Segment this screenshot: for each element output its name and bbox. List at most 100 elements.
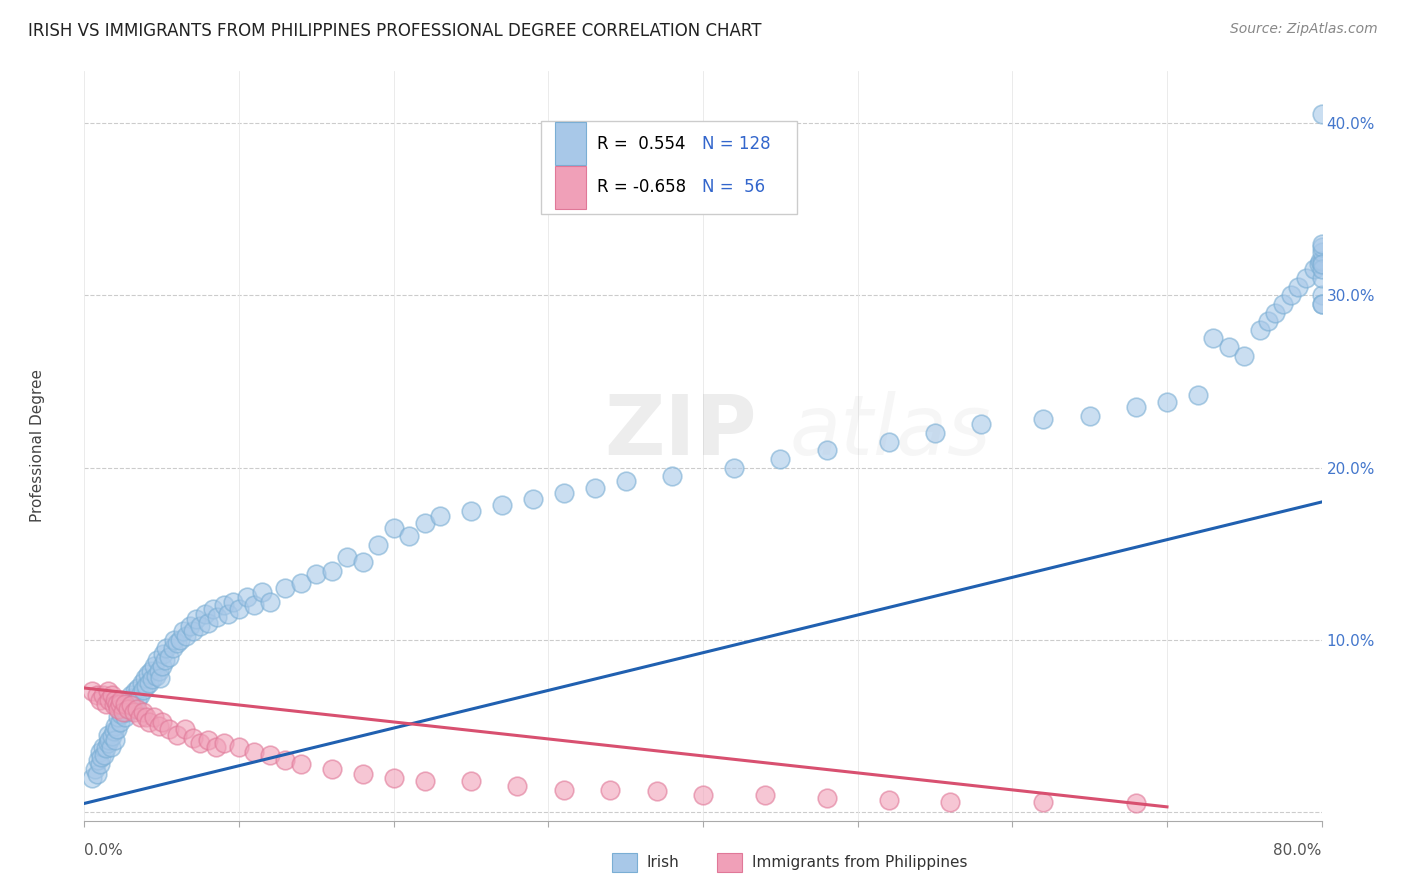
Point xyxy=(104,719,127,733)
Point xyxy=(197,732,219,747)
Point xyxy=(103,698,125,713)
Point xyxy=(89,756,111,771)
Point xyxy=(1310,257,1333,271)
Text: 0.0%: 0.0% xyxy=(84,843,124,858)
Text: IRISH VS IMMIGRANTS FROM PHILIPPINES PROFESSIONAL DEGREE CORRELATION CHART: IRISH VS IMMIGRANTS FROM PHILIPPINES PRO… xyxy=(28,22,762,40)
Point xyxy=(970,417,993,432)
Point xyxy=(82,771,104,785)
Point xyxy=(166,727,188,741)
Point xyxy=(201,601,224,615)
Point xyxy=(1078,409,1101,423)
Point xyxy=(352,555,374,569)
Point xyxy=(159,723,180,737)
Point xyxy=(228,739,250,754)
Point xyxy=(179,619,201,633)
Text: Source: ZipAtlas.com: Source: ZipAtlas.com xyxy=(1230,22,1378,37)
Point xyxy=(120,688,142,702)
Point xyxy=(939,795,962,809)
Point xyxy=(1233,349,1256,363)
Point xyxy=(1295,271,1317,285)
Point xyxy=(367,538,389,552)
Point xyxy=(122,705,145,719)
Text: R =  0.554: R = 0.554 xyxy=(598,135,686,153)
Point xyxy=(1256,314,1278,328)
Point xyxy=(1279,288,1302,302)
Point xyxy=(115,705,138,719)
Point xyxy=(125,701,148,715)
Point xyxy=(107,710,129,724)
Point xyxy=(155,641,177,656)
Point xyxy=(382,771,405,785)
Point xyxy=(145,669,167,683)
Text: R = -0.658: R = -0.658 xyxy=(598,178,686,196)
Point xyxy=(382,521,405,535)
Point xyxy=(110,693,132,707)
Point xyxy=(112,701,135,715)
Point xyxy=(174,723,197,737)
Point xyxy=(181,731,204,745)
Point xyxy=(429,508,451,523)
Point xyxy=(290,756,312,771)
Point xyxy=(152,647,174,661)
Point xyxy=(90,750,112,764)
Point xyxy=(148,719,170,733)
Point xyxy=(1032,795,1054,809)
Point xyxy=(149,671,172,685)
Point xyxy=(108,697,131,711)
Point xyxy=(91,739,114,754)
Point xyxy=(150,658,173,673)
Point xyxy=(138,676,160,690)
Point xyxy=(120,701,142,715)
Point xyxy=(614,475,637,489)
Text: ZIP: ZIP xyxy=(605,391,756,472)
Point xyxy=(1310,288,1333,302)
Point xyxy=(305,567,328,582)
Point xyxy=(1310,271,1333,285)
Point xyxy=(166,636,188,650)
Point xyxy=(143,710,166,724)
Point xyxy=(250,584,273,599)
Point xyxy=(162,641,184,656)
Point xyxy=(96,727,118,741)
Point xyxy=(148,664,170,678)
Point xyxy=(86,688,108,702)
Point xyxy=(132,705,155,719)
Point xyxy=(136,667,159,681)
Point xyxy=(94,697,117,711)
Point xyxy=(107,701,129,715)
Point xyxy=(1218,340,1240,354)
Point xyxy=(121,697,143,711)
Point xyxy=(100,739,122,754)
Point xyxy=(197,615,219,630)
Point xyxy=(274,581,297,595)
Point xyxy=(877,793,900,807)
Point xyxy=(118,693,141,707)
Point xyxy=(259,595,281,609)
Point xyxy=(1187,388,1209,402)
Point xyxy=(1032,412,1054,426)
Point xyxy=(506,779,529,793)
Point xyxy=(132,682,155,697)
Point xyxy=(117,698,139,713)
Point xyxy=(194,607,217,621)
Point xyxy=(181,624,204,639)
Point xyxy=(82,684,104,698)
Point xyxy=(108,715,131,730)
Point xyxy=(207,610,229,624)
Point xyxy=(138,715,160,730)
Point xyxy=(235,590,259,604)
Point xyxy=(692,788,714,802)
Point xyxy=(259,748,281,763)
Point xyxy=(723,460,745,475)
Point xyxy=(129,688,152,702)
Point xyxy=(188,619,211,633)
Point xyxy=(1308,257,1330,271)
Point xyxy=(104,693,127,707)
Point xyxy=(1310,236,1333,251)
Point xyxy=(583,481,606,495)
Point xyxy=(413,774,436,789)
Point xyxy=(129,710,152,724)
Point xyxy=(131,676,153,690)
Point xyxy=(460,503,482,517)
Point xyxy=(188,736,211,750)
